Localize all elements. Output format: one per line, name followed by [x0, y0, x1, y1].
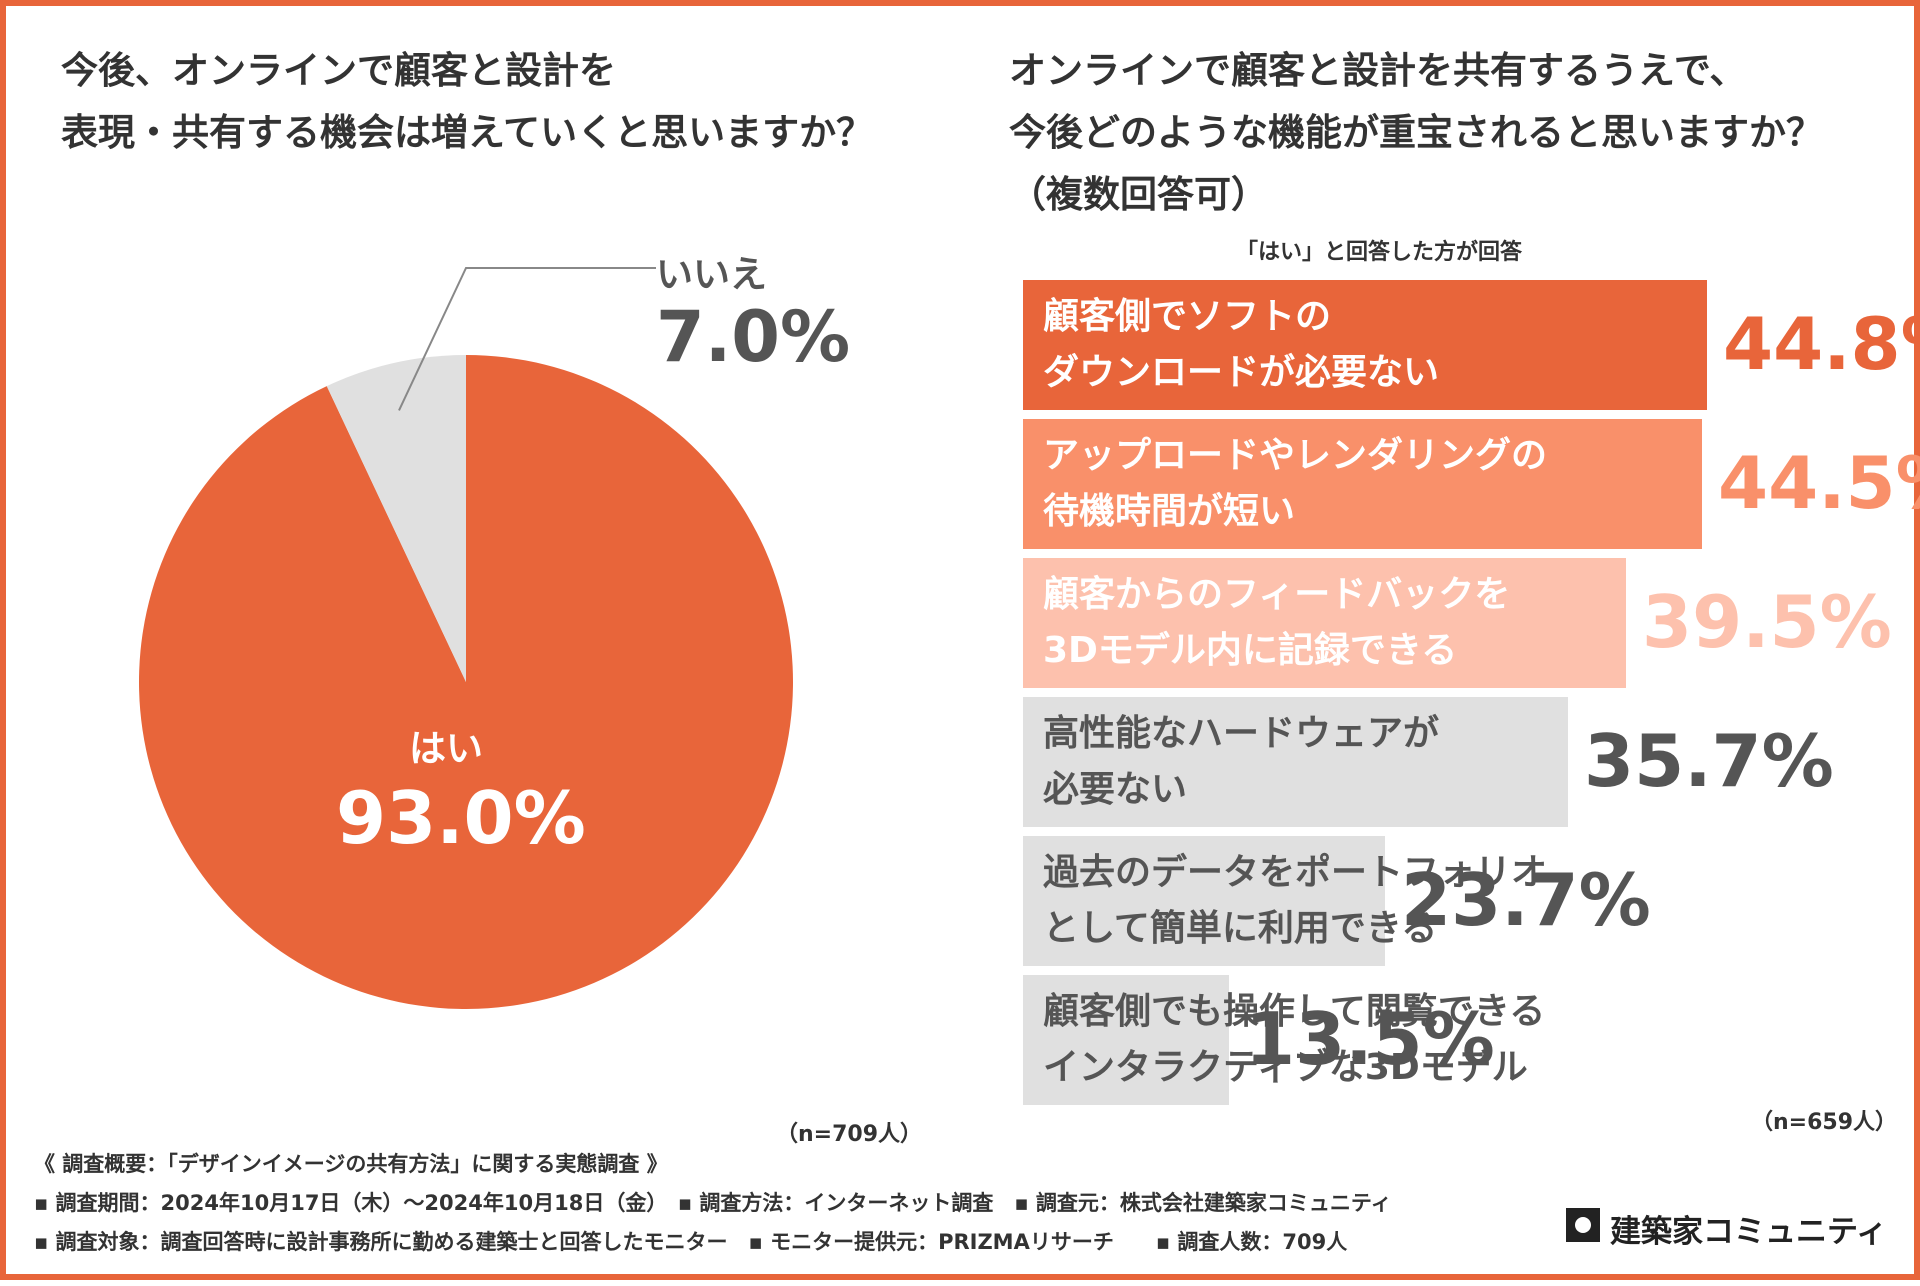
pie-value-yes: 93.0%	[336, 776, 586, 860]
bar-category-label-line: 3Dモデル内に記録できる	[1043, 630, 1458, 671]
pie-label-no: いいえ	[656, 253, 767, 296]
pie-chart	[139, 267, 794, 1010]
bar-category-label-line: 顧客側でソフトの	[1043, 296, 1332, 337]
left-title-line: 表現・共有する機会は増えていくと思いますか？	[61, 111, 874, 154]
right-title-line: 今後どのような機能が重宝されると思いますか？	[1009, 111, 1823, 154]
bar-category-label: 高性能なハードウェアが 必要ない	[1043, 706, 1439, 818]
pie-slice-yes	[139, 355, 794, 1010]
survey-title: 《 調査概要：「デザインイメージの共有方法」に関する実態調査 》	[34, 1152, 668, 1176]
bar-category-label: 顧客側でも操作して閲覧できる インタラクティブな3Dモデル	[1043, 984, 1545, 1096]
bar-value-label: 39.5%	[1642, 580, 1892, 664]
bar	[1023, 697, 1568, 827]
survey-details-line: ▪ 調査期間：2024年10月17日（木）～2024年10月18日（金） ▪ 調…	[34, 1191, 1392, 1215]
bar-value-label: 23.7%	[1401, 858, 1651, 942]
bar-value-label: 44.8%	[1723, 302, 1920, 386]
left-chart-title: 今後、オンラインで顧客と設計を 表現・共有する機会は増えていくと思いますか？	[61, 40, 873, 164]
left-sample-size: （n=709人）	[776, 1122, 923, 1147]
bar	[1023, 836, 1385, 966]
bar-category-label: 顧客からのフィードバックを 3Dモデル内に記録できる	[1043, 567, 1510, 679]
pie-leader-line	[398, 267, 656, 411]
bar-category-label-line: 高性能なハードウェアが	[1043, 713, 1440, 754]
right-title-line: （複数回答可）	[1009, 173, 1268, 216]
logo-text: 建築家コミュニティ	[1610, 1214, 1888, 1250]
bar-category-label-line: 待機時間が短い	[1043, 491, 1296, 532]
bar	[1023, 975, 1229, 1105]
bar-value-label: 13.5%	[1245, 997, 1495, 1081]
survey-details-line: ▪ 調査対象：調査回答時に設計事務所に勤める建築士と回答したモニター ▪ モニタ…	[34, 1230, 1348, 1254]
bar-category-label: 顧客側でソフトのダウンロードが必要ない	[1043, 289, 1439, 401]
bar-category-label: アップロードやレンダリングの 待機時間が短い	[1043, 428, 1547, 540]
bar-category-label-line: アップロードやレンダリングの	[1043, 435, 1548, 476]
bar	[1023, 558, 1626, 688]
bar-category-label-line: 過去のデータをポートフォリオ	[1043, 852, 1548, 893]
right-chart-subtitle: 「はい」と回答した方が回答	[1236, 240, 1523, 265]
bar	[1023, 419, 1702, 549]
bar-value-label: 44.5%	[1718, 441, 1920, 525]
bar-category-label-line: 顧客側でも操作して閲覧できる	[1043, 991, 1546, 1032]
bar	[1023, 280, 1707, 410]
right-chart-title: オンラインで顧客と設計を共有するうえで、 今後どのような機能が重宝されると思いま…	[1009, 40, 1823, 226]
right-sample-size: （n=659人）	[1751, 1110, 1898, 1135]
bar-category-label-line: インタラクティブな3Dモデル	[1043, 1047, 1528, 1088]
left-title-line: 今後、オンラインで顧客と設計を	[61, 49, 616, 92]
right-title-line: オンラインで顧客と設計を共有するうえで、	[1009, 49, 1747, 92]
bar-category-label-line: ダウンロードが必要ない	[1043, 352, 1440, 393]
bar-category-label-line: 必要ない	[1043, 769, 1188, 810]
bar-category-label: 過去のデータをポートフォリオ として簡単に利用できる	[1043, 845, 1547, 957]
bar-category-label-line: 顧客からのフィードバックを	[1043, 574, 1511, 615]
bar-category-label-line: として簡単に利用できる	[1043, 908, 1438, 949]
pie-label-yes: はい	[409, 727, 483, 770]
pie-slice-no	[326, 355, 466, 682]
pie-value-no: 7.0%	[656, 296, 851, 378]
logo-mark-icon	[1566, 1208, 1600, 1242]
bar-value-label: 35.7%	[1584, 719, 1834, 803]
